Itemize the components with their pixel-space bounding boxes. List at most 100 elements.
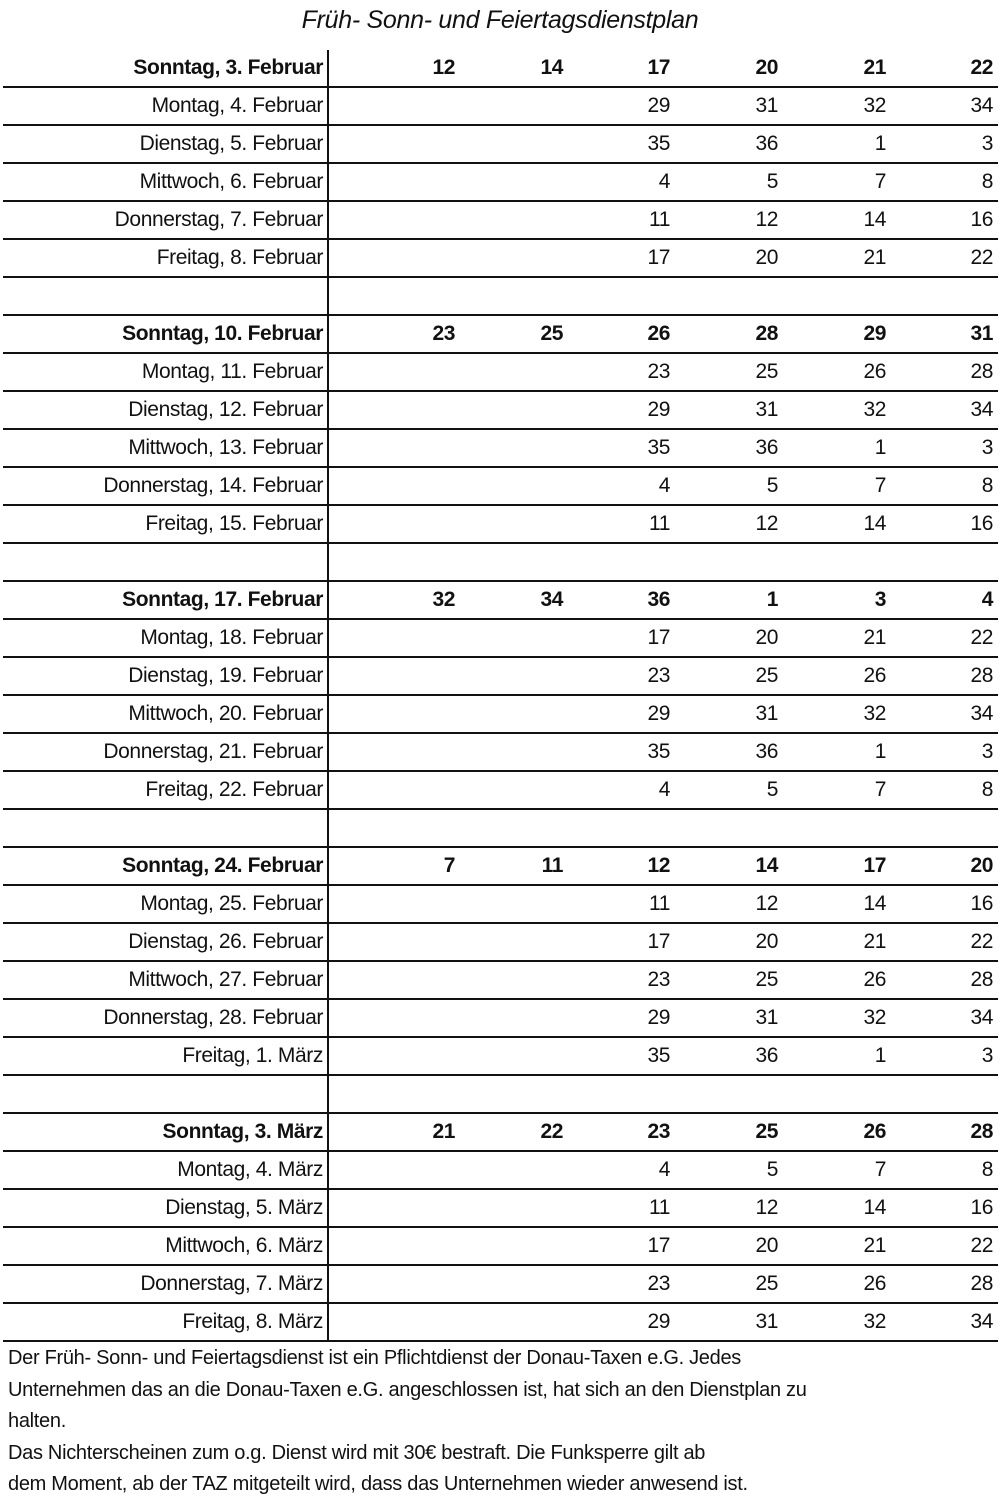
duty-number-cell: 22 [970,1234,993,1257]
spacer-row [3,1076,998,1114]
duty-number-cell: 16 [970,892,993,915]
table-row: Mittwoch, 13. Februar 35 36 1 3 [3,430,998,468]
duty-number-cell: 34 [970,702,993,725]
duty-number-cell: 4 [981,588,994,611]
duty-number-cell: 28 [970,360,993,383]
duty-number-cell: 7 [874,778,887,801]
duty-number-cell: 31 [755,1310,778,1333]
duty-number-cell: 14 [540,56,563,79]
sunday-row: Sonntag, 3. Februar 12 14 17 20 21 22 [3,50,998,88]
date-label: Sonntag, 3. März [3,1114,329,1150]
duty-number-cell: 4 [658,1158,671,1181]
duty-number-cell: 22 [970,626,993,649]
duty-number-cell: 29 [647,1006,670,1029]
table-row: Montag, 4. Februar 29 31 32 34 [3,88,998,126]
duty-number-cell: 35 [647,436,670,459]
duty-number-cell: 12 [755,512,778,535]
duty-number-cell: 22 [970,56,993,79]
date-label: Mittwoch, 20. Februar [3,696,329,732]
duty-number-cell: 25 [755,1272,778,1295]
date-label: Montag, 4. März [3,1152,329,1188]
sunday-row: Sonntag, 3. März 21 22 23 25 26 28 [3,1114,998,1152]
date-label: Sonntag, 17. Februar [3,582,329,618]
duty-number-cell: 7 [874,170,887,193]
date-label: Sonntag, 3. Februar [3,50,329,86]
duty-number-cell: 14 [863,892,886,915]
duty-number-cell: 29 [647,1310,670,1333]
date-label: Dienstag, 12. Februar [3,392,329,428]
table-row: Dienstag, 19. Februar 23 25 26 28 [3,658,998,696]
duty-number-cell: 23 [647,968,670,991]
duty-number-cell: 12 [755,892,778,915]
footer-line: Der Früh- Sonn- und Feiertagsdienst ist … [8,1347,741,1369]
duty-number-cell: 1 [874,132,887,155]
footer-line: dem Moment, ab der TAZ mitgeteilt wird, … [8,1473,748,1495]
duty-number-cell: 26 [863,1120,886,1143]
duty-number-cell: 20 [755,930,778,953]
duty-number-cell: 22 [970,930,993,953]
table-row: Donnerstag, 21. Februar 35 36 1 3 [3,734,998,772]
table-row: Montag, 18. Februar 17 20 21 22 [3,620,998,658]
duty-number-cell: 25 [540,322,563,345]
duty-number-cell: 12 [432,56,455,79]
duty-number-cell: 32 [863,398,886,421]
date-label: Mittwoch, 27. Februar [3,962,329,998]
duty-number-cell: 21 [863,930,886,953]
duty-number-cell: 21 [863,56,886,79]
date-label: Sonntag, 10. Februar [3,316,329,352]
duty-number-cell: 25 [755,360,778,383]
date-label [3,810,329,846]
footer-line: Unternehmen das an die Donau-Taxen e.G. … [8,1378,807,1401]
duty-number-cell: 1 [766,588,779,611]
duty-number-cell: 17 [647,930,670,953]
duty-number-cell: 32 [863,702,886,725]
duty-number-cell: 1 [874,1044,887,1067]
duty-number-cell: 29 [863,322,886,345]
date-label [3,544,329,580]
duty-number-cell: 22 [970,246,993,269]
duty-number-cell: 32 [432,588,455,611]
duty-number-cell: 21 [432,1120,455,1143]
duty-number-cell: 3 [981,436,994,459]
duty-number-cell: 34 [970,398,993,421]
duty-number-cell: 17 [647,626,670,649]
footer-line: halten. [8,1410,66,1432]
duty-number-cell: 22 [540,1120,563,1143]
duty-number-cell: 12 [755,208,778,231]
duty-number-cell: 29 [647,94,670,117]
date-label: Montag, 18. Februar [3,620,329,656]
table-row: Dienstag, 5. März 11 12 14 16 [3,1190,998,1228]
table-row: Mittwoch, 27. Februar 23 25 26 28 [3,962,998,1000]
date-label: Sonntag, 24. Februar [3,848,329,884]
table-row: Montag, 11. Februar 23 25 26 28 [3,354,998,392]
page-title: Früh- Sonn- und Feiertagsdienstplan [301,6,699,34]
duty-number-cell: 29 [647,398,670,421]
duty-number-cell: 26 [863,360,886,383]
duty-number-cell: 20 [755,56,778,79]
duty-number-cell: 23 [432,322,455,345]
duty-number-cell: 35 [647,1044,670,1067]
duty-number-cell: 28 [970,664,993,687]
duty-number-cell: 4 [658,474,671,497]
table-row: Freitag, 22. Februar 4 5 7 8 [3,772,998,810]
date-label: Donnerstag, 28. Februar [3,1000,329,1036]
duty-number-cell: 7 [874,1158,887,1181]
duty-number-cell: 16 [970,512,993,535]
date-label: Montag, 25. Februar [3,886,329,922]
duty-number-cell: 8 [981,170,994,193]
duty-number-cell: 31 [755,1006,778,1029]
duty-number-cell: 14 [863,208,886,231]
spacer-row [3,278,998,316]
schedule-table: Sonntag, 3. Februar 12 14 17 20 21 22 Montag, 4… [3,50,998,1342]
duty-number-cell: 34 [540,588,563,611]
duty-number-cell: 12 [755,1196,778,1219]
date-label [3,278,329,314]
duty-number-cell: 5 [766,170,779,193]
table-row: Mittwoch, 20. Februar 29 31 32 34 [3,696,998,734]
duty-number-cell: 7 [443,854,456,877]
table-row: Donnerstag, 14. Februar 4 5 7 8 [3,468,998,506]
duty-number-cell: 14 [863,1196,886,1219]
duty-number-cell: 26 [863,664,886,687]
duty-number-cell: 28 [970,1120,993,1143]
duty-number-cell: 34 [970,94,993,117]
